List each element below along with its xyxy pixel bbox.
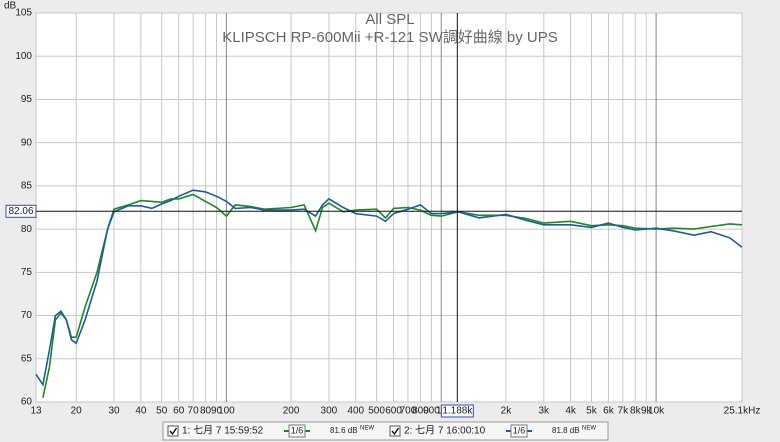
chart-subtitle: KLIPSCH RP-600Mii +R-121 SW調好曲線 by UPS <box>222 29 558 46</box>
y-tick-label: 100 <box>15 51 32 62</box>
x-tick-label: 600 <box>385 406 402 417</box>
legend-label: 2: 七月 7 16:00:10 <box>404 425 486 437</box>
legend-smoothing-box[interactable] <box>510 424 528 438</box>
x-tick-label: 3k <box>538 406 550 417</box>
x-tick-label: 80 <box>200 406 212 417</box>
x-tick-label: 8k <box>630 406 642 417</box>
cursor-value: 82.06 <box>8 206 33 217</box>
x-tick-label: 900 <box>423 406 440 417</box>
y-tick-label: 90 <box>21 137 33 148</box>
y-tick-label: 60 <box>21 397 33 408</box>
x-tick-label: 13 <box>30 406 42 417</box>
x-tick-label: 30 <box>108 406 120 417</box>
x-tick-label: 90 <box>211 406 223 417</box>
y-tick-label: 80 <box>21 224 33 235</box>
x-tick-label: 40 <box>135 406 147 417</box>
x-tick-label: 800 <box>412 406 429 417</box>
x-tick-label: 700 <box>400 406 417 417</box>
x-tick-label: 2k <box>501 406 513 417</box>
legend-label: 1: 七月 7 15:59:52 <box>182 425 264 437</box>
legend-check <box>391 427 400 436</box>
plot-area <box>35 12 743 403</box>
cursor-value: 1.188k <box>442 406 473 417</box>
x-tick-label: 60 <box>173 406 185 417</box>
x-tick-label: 4k <box>565 406 577 417</box>
y-tick-label: 75 <box>21 267 33 278</box>
x-tick-label: 400 <box>347 406 364 417</box>
x-tick-label: 25.1kHz <box>724 406 761 417</box>
y-tick-label: 65 <box>21 353 33 364</box>
x-tick-label: 50 <box>156 406 168 417</box>
y-tick-label: 70 <box>21 310 33 321</box>
legend-checkbox[interactable] <box>167 425 179 437</box>
x-tick-label: 20 <box>71 406 83 417</box>
x-tick-label: 6k <box>603 406 615 417</box>
y-axis-label: dB <box>4 1 17 12</box>
series-line <box>35 189 743 387</box>
legend-level: 81.6 dB <box>330 426 358 435</box>
legend-smoothing: 1/6 <box>291 425 304 435</box>
legend-check <box>169 427 178 436</box>
legend-smoothing: 1/6 <box>513 425 526 435</box>
x-tick-label: 100 <box>218 406 235 417</box>
legend-bar <box>162 421 609 441</box>
x-tick-label: 7k <box>618 406 630 417</box>
x-tick-label: 300 <box>321 406 338 417</box>
x-tick-label: 9k <box>641 406 653 417</box>
x-tick-label: 5k <box>586 406 598 417</box>
legend-tag: NEW <box>582 426 596 432</box>
chart-title: All SPL <box>365 11 414 28</box>
x-tick-label: 200 <box>283 406 300 417</box>
x-tick-label: 70 <box>188 406 200 417</box>
legend-smoothing-box[interactable] <box>288 424 306 438</box>
cursor-box <box>5 204 37 218</box>
x-tick-label: 500 <box>368 406 385 417</box>
legend-level: 81.8 dB <box>552 426 580 435</box>
cursor-box <box>440 404 474 418</box>
legend-tag: NEW <box>360 426 374 432</box>
x-tick-label: 10k <box>648 406 665 417</box>
legend-checkbox[interactable] <box>389 425 401 437</box>
y-tick-label: 85 <box>21 181 33 192</box>
y-tick-label: 95 <box>21 94 33 105</box>
y-tick-label: 105 <box>15 8 32 19</box>
